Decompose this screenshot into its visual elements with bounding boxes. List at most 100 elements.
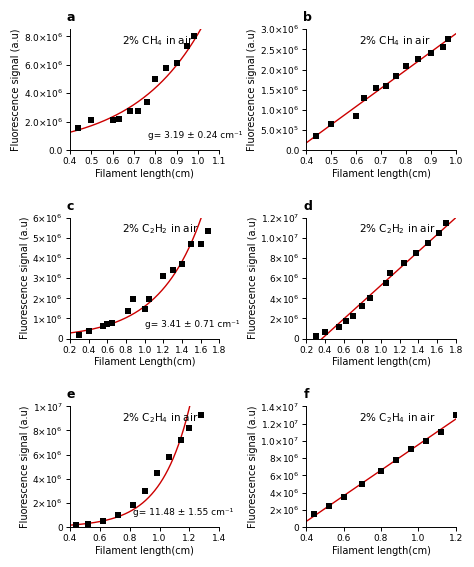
Text: c: c bbox=[67, 200, 74, 213]
Point bbox=[427, 49, 435, 58]
Y-axis label: Fluorescence signal (a.u): Fluorescence signal (a.u) bbox=[247, 28, 257, 151]
Point bbox=[382, 279, 390, 288]
Point bbox=[103, 319, 111, 328]
Point bbox=[177, 435, 184, 445]
Point bbox=[312, 331, 319, 340]
Point bbox=[402, 61, 410, 70]
Point bbox=[173, 59, 181, 68]
Point bbox=[328, 120, 335, 129]
Point bbox=[114, 510, 121, 519]
Point bbox=[310, 510, 318, 519]
Point bbox=[349, 312, 357, 321]
Point bbox=[437, 428, 445, 437]
Text: e: e bbox=[67, 388, 75, 401]
Point bbox=[178, 260, 186, 269]
Point bbox=[325, 501, 333, 510]
Point bbox=[435, 229, 443, 238]
Text: 2% C$_2$H$_4$ in air: 2% C$_2$H$_4$ in air bbox=[122, 411, 199, 425]
Text: g= 3.19 ± 0.24 cm⁻¹: g= 3.19 ± 0.24 cm⁻¹ bbox=[147, 132, 242, 141]
Point bbox=[72, 521, 80, 530]
X-axis label: Filament length(cm): Filament length(cm) bbox=[332, 169, 430, 179]
Point bbox=[197, 239, 204, 248]
Point bbox=[146, 295, 153, 304]
Point bbox=[342, 316, 349, 325]
Point bbox=[162, 63, 170, 72]
Point bbox=[88, 115, 95, 124]
Point bbox=[135, 107, 142, 116]
Point bbox=[340, 492, 347, 501]
Point bbox=[165, 452, 173, 462]
Point bbox=[190, 32, 198, 41]
X-axis label: Filament Length(cm): Filament Length(cm) bbox=[94, 357, 195, 367]
Point bbox=[129, 501, 137, 510]
Text: 2% C$_2$H$_4$ in air: 2% C$_2$H$_4$ in air bbox=[359, 411, 435, 425]
Point bbox=[358, 480, 366, 489]
Point bbox=[169, 265, 176, 274]
Point bbox=[126, 107, 134, 116]
Point bbox=[109, 115, 117, 124]
Point bbox=[407, 445, 415, 454]
Point bbox=[186, 424, 193, 433]
X-axis label: Filament length(cm): Filament length(cm) bbox=[332, 546, 430, 556]
Y-axis label: Fluorescence signal (a.u): Fluorescence signal (a.u) bbox=[11, 28, 21, 151]
Point bbox=[387, 269, 394, 278]
Text: f: f bbox=[303, 388, 309, 401]
Point bbox=[130, 295, 137, 304]
Point bbox=[75, 330, 83, 339]
Y-axis label: Fluorescence signal (a.u): Fluorescence signal (a.u) bbox=[248, 405, 258, 528]
Point bbox=[85, 327, 92, 336]
Point bbox=[358, 302, 366, 311]
Point bbox=[198, 411, 205, 420]
Point bbox=[124, 307, 132, 316]
Point bbox=[108, 318, 116, 327]
Text: 2% C$_2$H$_2$ in air: 2% C$_2$H$_2$ in air bbox=[359, 223, 435, 236]
Point bbox=[424, 239, 431, 248]
Point bbox=[372, 83, 380, 92]
Point bbox=[392, 71, 400, 80]
Point bbox=[99, 321, 107, 330]
Point bbox=[204, 226, 212, 235]
Point bbox=[392, 455, 400, 464]
Y-axis label: Fluorescence signal (a.u): Fluorescence signal (a.u) bbox=[20, 405, 30, 528]
Point bbox=[141, 486, 148, 496]
Text: a: a bbox=[67, 11, 75, 24]
Text: d: d bbox=[303, 200, 312, 213]
Point bbox=[188, 239, 195, 248]
X-axis label: Filament length(cm): Filament length(cm) bbox=[95, 546, 194, 556]
Text: b: b bbox=[303, 11, 312, 24]
Point bbox=[443, 218, 450, 227]
Point bbox=[153, 468, 160, 477]
Text: g= 11.48 ± 1.55 cm⁻¹: g= 11.48 ± 1.55 cm⁻¹ bbox=[133, 509, 233, 518]
Point bbox=[99, 517, 107, 526]
Point bbox=[321, 327, 329, 336]
Text: 2% CH$_4$ in air: 2% CH$_4$ in air bbox=[122, 34, 194, 48]
Point bbox=[415, 55, 422, 64]
Point bbox=[75, 124, 82, 133]
Point bbox=[115, 115, 123, 124]
Point bbox=[445, 35, 452, 44]
Point bbox=[160, 272, 167, 281]
Point bbox=[352, 111, 360, 120]
X-axis label: Filament length(cm): Filament length(cm) bbox=[95, 169, 194, 179]
Point bbox=[439, 43, 447, 52]
Point bbox=[143, 97, 151, 106]
Text: g= 3.41 ± 0.71 cm⁻¹: g= 3.41 ± 0.71 cm⁻¹ bbox=[145, 320, 239, 329]
Point bbox=[360, 93, 367, 102]
Point bbox=[401, 259, 408, 268]
Y-axis label: Fluorescence signal (a.u): Fluorescence signal (a.u) bbox=[248, 217, 258, 340]
Point bbox=[141, 305, 148, 314]
Text: 2% CH$_4$ in air: 2% CH$_4$ in air bbox=[359, 34, 430, 48]
Point bbox=[377, 467, 385, 476]
Point bbox=[312, 132, 320, 141]
X-axis label: Filament length(cm): Filament length(cm) bbox=[332, 357, 430, 367]
Point bbox=[84, 519, 91, 528]
Point bbox=[422, 437, 429, 446]
Point bbox=[413, 248, 420, 257]
Point bbox=[152, 74, 159, 83]
Point bbox=[366, 294, 374, 303]
Point bbox=[335, 322, 343, 331]
Point bbox=[382, 81, 390, 90]
Point bbox=[183, 42, 191, 51]
Y-axis label: Fluorescence signal (a.u): Fluorescence signal (a.u) bbox=[20, 217, 30, 340]
Point bbox=[452, 411, 459, 420]
